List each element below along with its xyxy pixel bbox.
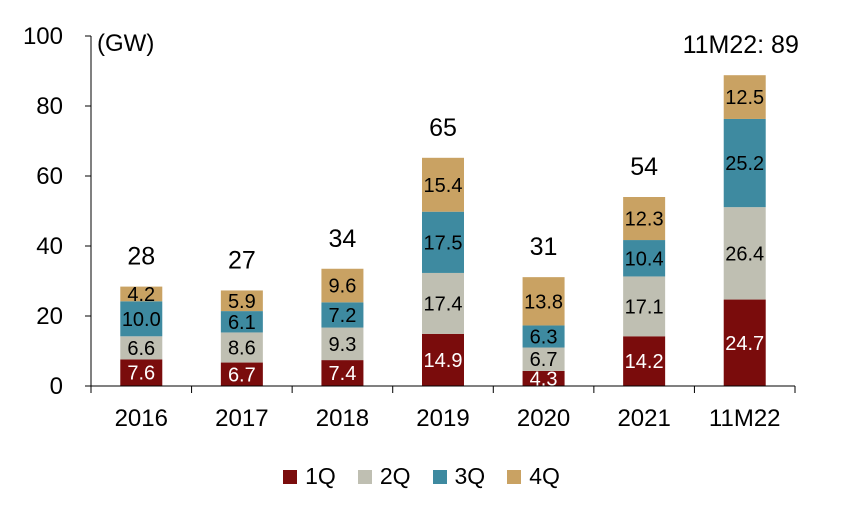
legend-item: 2Q: [357, 463, 411, 490]
data-label: 4.2: [127, 284, 155, 306]
data-label: 12.5: [725, 87, 764, 109]
bar-segment: [120, 286, 163, 302]
data-label: 6.7: [530, 349, 558, 371]
bar-segment: [220, 311, 263, 333]
bar-segment: [220, 362, 263, 386]
data-label: 12.3: [625, 209, 664, 231]
bar-segment: [220, 290, 263, 312]
data-label: 9.3: [329, 334, 357, 356]
bar-segment: [522, 370, 565, 386]
bar-segment: [220, 332, 263, 363]
data-label: 10.0: [122, 309, 161, 331]
total-label: 27: [228, 246, 256, 274]
total-label: 65: [429, 114, 457, 142]
y-tick-label: 100: [23, 23, 63, 50]
data-label: 5.9: [228, 291, 256, 313]
data-label: 25.2: [725, 153, 764, 175]
bar-segment: [321, 327, 364, 361]
data-label: 9.6: [329, 276, 357, 298]
bars: [120, 75, 766, 386]
legend-swatch: [357, 469, 372, 484]
y-tick-label: 40: [36, 233, 63, 260]
data-label: 14.9: [424, 350, 463, 372]
data-label: 26.4: [725, 243, 764, 265]
legend-label: 2Q: [379, 463, 411, 489]
data-label: 6.7: [228, 364, 256, 386]
bar-segment: [120, 301, 163, 337]
data-label: 7.2: [329, 305, 357, 327]
data-label: 6.3: [530, 326, 558, 348]
x-tick-label: 2017: [215, 405, 268, 432]
bar-segment: [723, 75, 766, 119]
legend: 1Q 2Q 3Q 4Q: [0, 463, 843, 490]
legend-swatch: [432, 469, 447, 484]
bar-segment: [321, 360, 364, 386]
bar-segment: [623, 336, 666, 386]
legend-item: 1Q: [283, 463, 336, 490]
data-label: 17.5: [424, 232, 463, 254]
data-label: 14.2: [625, 351, 664, 373]
unit-label: (GW): [97, 30, 154, 57]
y-tick-label: 60: [36, 163, 63, 190]
legend-item: 4Q: [507, 463, 560, 490]
total-label: 54: [630, 153, 658, 181]
x-tick-label: 2020: [517, 405, 570, 432]
x-tick-label: 11M22: [709, 405, 781, 432]
total-label: 11M22: 89: [683, 31, 799, 59]
bar-segment: [522, 277, 565, 326]
y-tick-label: 20: [36, 303, 63, 330]
bar-segment: [422, 157, 464, 212]
bar-segment: [321, 302, 364, 328]
legend-label: 1Q: [305, 463, 336, 489]
data-label: 7.4: [329, 363, 357, 385]
legend-label: 4Q: [529, 463, 560, 489]
bar-segment: [120, 336, 163, 360]
total-label: 31: [530, 233, 558, 261]
y-tick-label: 0: [50, 373, 63, 400]
y-tick-label: 80: [36, 93, 63, 120]
bar-segment: [522, 325, 565, 348]
legend-swatch: [507, 469, 522, 484]
bar-segment: [321, 268, 364, 303]
legend-swatch: [283, 469, 298, 484]
x-axis: 2016 2017 2018 2019 2020 2021 11M22: [90, 385, 796, 432]
total-label: 34: [329, 225, 357, 253]
bar-segment: [422, 272, 464, 334]
x-tick-label: 2021: [617, 405, 670, 432]
legend-item: 3Q: [432, 463, 486, 490]
bar-segment: [623, 276, 666, 337]
data-label: 6.6: [127, 338, 155, 360]
bar-segment: [422, 211, 464, 273]
data-labels: 7.6 6.6 10.0 4.2 28 6.7 8.6 6.15.9 27 7.4 9.3 7.2 9.…: [122, 31, 799, 390]
bar-segment: [623, 197, 666, 241]
data-label: 24.7: [725, 333, 764, 355]
data-label: 13.8: [524, 291, 563, 313]
x-tick-label: 2016: [115, 405, 168, 432]
x-tick-label: 2018: [316, 405, 369, 432]
bar-segment: [723, 118, 766, 208]
data-label: 8.6: [228, 338, 256, 360]
y-axis: 0 20 40 60 80 100: [23, 23, 92, 400]
bar-segment: [422, 333, 464, 386]
legend-label: 3Q: [454, 463, 486, 489]
data-label: 10.4: [625, 248, 664, 270]
stacked-bar-chart: 0 20 40 60 80 100 7.6 6.6 10.0 4.2 28 6.7 8.6 6.15.9…: [23, 23, 799, 432]
data-label: 7.6: [127, 363, 155, 385]
data-label: 17.4: [424, 293, 463, 315]
bar-segment: [623, 240, 666, 277]
bar-segment: [522, 347, 565, 371]
bar-segment: [120, 359, 163, 386]
data-label: 15.4: [424, 175, 463, 197]
data-label: 4.3: [530, 368, 558, 390]
data-label: 17.1: [625, 296, 664, 318]
x-tick-label: 2019: [416, 405, 469, 432]
data-label: 6.1: [228, 312, 256, 334]
total-label: 28: [127, 243, 155, 271]
bar-segment: [723, 207, 766, 300]
bar-segment: [723, 299, 766, 386]
